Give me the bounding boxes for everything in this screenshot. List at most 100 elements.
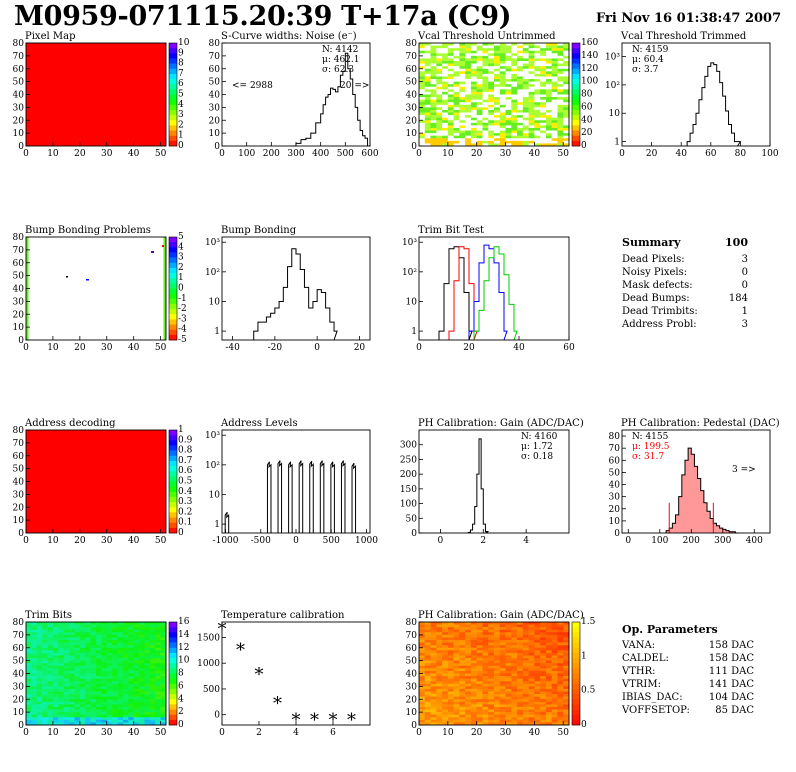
heatmap-cell <box>144 683 151 687</box>
heatmap-cell <box>563 73 570 77</box>
heatmap-cell <box>90 324 97 328</box>
heatmap-cell <box>453 622 460 625</box>
heatmap-cell <box>149 275 156 279</box>
heatmap-cell <box>31 244 38 248</box>
heatmap-cell <box>430 127 437 131</box>
palette-swatch <box>572 94 580 100</box>
heatmap-cell <box>447 670 454 674</box>
heatmap-cell <box>419 120 426 124</box>
heatmap-cell <box>79 663 86 667</box>
heatmap-cell <box>447 622 454 625</box>
heatmap-cell <box>96 696 102 700</box>
heatmap-cell <box>139 712 145 715</box>
heatmap-cell <box>133 668 140 672</box>
heatmap-cell <box>511 678 518 682</box>
heatmap-cell <box>96 296 102 300</box>
heatmap-cell <box>470 719 477 723</box>
y-tick-label: 60 <box>406 644 418 654</box>
heatmap-cell <box>459 627 466 631</box>
y-tick-label: 80 <box>13 618 25 628</box>
heatmap-cell <box>453 670 460 674</box>
heatmap-cell <box>128 645 134 649</box>
heatmap-cell <box>79 309 86 312</box>
heatmap-cell <box>85 704 91 708</box>
heatmap-cell <box>26 311 32 315</box>
heatmap-cell <box>465 714 472 718</box>
heatmap-cell <box>133 622 140 625</box>
heatmap-cell <box>47 278 54 282</box>
heatmap-cell <box>47 699 54 703</box>
heatmap-cell <box>517 678 524 682</box>
heatmap-cell <box>117 637 124 641</box>
heatmap-cell <box>58 239 64 243</box>
heatmap-cell <box>117 683 124 687</box>
heatmap-cell <box>459 86 466 90</box>
heatmap-cell <box>31 237 38 240</box>
heatmap-cell <box>424 120 431 124</box>
heatmap-cell <box>133 701 140 705</box>
heatmap-cell <box>112 244 118 248</box>
heatmap-cell <box>511 43 518 46</box>
heatmap-cell <box>419 138 426 142</box>
heatmap-cell <box>459 76 466 80</box>
heatmap-cell <box>42 242 48 246</box>
heatmap-cell <box>160 316 167 320</box>
heatmap-cell <box>63 329 70 333</box>
scatter-point: * <box>236 640 245 661</box>
heatmap-cell <box>499 138 506 142</box>
heatmap-cell <box>122 627 129 631</box>
heatmap-cell <box>112 311 118 315</box>
heatmap-cell <box>551 109 558 113</box>
heatmap-cell <box>517 50 524 54</box>
heatmap-cell <box>430 709 437 713</box>
heatmap-cell <box>58 640 64 643</box>
heatmap-cell <box>133 327 140 330</box>
heatmap-cell <box>430 122 437 126</box>
heatmap-cell <box>117 676 124 679</box>
heatmap-cell <box>139 622 145 625</box>
heatmap-cell <box>442 55 449 59</box>
heatmap-cell <box>117 288 124 292</box>
heatmap-cell <box>160 668 167 672</box>
heatmap-cell <box>453 634 460 638</box>
heatmap-cell <box>511 676 518 679</box>
palette-tick-label: -4 <box>178 325 187 335</box>
heatmap-cell <box>139 247 145 251</box>
heatmap-cell <box>31 704 38 708</box>
heatmap-cell <box>453 676 460 679</box>
heatmap-cell <box>488 79 495 82</box>
heatmap-cell <box>128 242 134 246</box>
heatmap-cell <box>106 719 113 723</box>
heatmap-cell <box>58 642 64 646</box>
heatmap-cell <box>90 288 97 292</box>
heatmap-cell <box>505 676 512 679</box>
x-tick-label: 10 <box>442 728 454 738</box>
heatmap-cell <box>79 306 86 310</box>
heatmap-cell <box>26 275 32 279</box>
heatmap-cell <box>128 660 134 664</box>
heatmap-cell <box>528 63 535 67</box>
heatmap-cell <box>459 68 466 72</box>
heatmap-cell <box>36 288 43 292</box>
heatmap-cell <box>106 622 113 625</box>
heatmap-cell <box>122 681 129 685</box>
heatmap-cell <box>58 670 64 674</box>
x-tick-label: 0 <box>23 149 29 159</box>
heatmap-cell <box>155 239 161 243</box>
heatmap-cell <box>36 265 43 269</box>
palette-swatch <box>169 329 177 336</box>
heatmap-cell <box>36 683 43 687</box>
heatmap-cell <box>459 50 466 54</box>
heatmap-cell <box>144 303 151 307</box>
heatmap-cell <box>424 115 431 118</box>
heatmap-cell <box>144 686 151 690</box>
heatmap-cell <box>160 688 167 692</box>
heatmap-cell <box>26 712 32 715</box>
heatmap-cell <box>476 622 483 625</box>
heatmap-cell <box>540 102 547 106</box>
heatmap-cell <box>534 107 541 111</box>
heatmap-cell <box>430 45 437 49</box>
heatmap-cell <box>90 247 97 251</box>
heatmap-cell <box>128 337 134 341</box>
heatmap-cell <box>160 712 167 715</box>
